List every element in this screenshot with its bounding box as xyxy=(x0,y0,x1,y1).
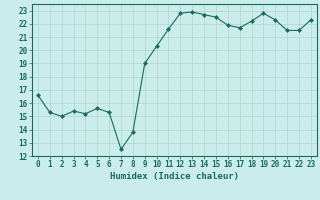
X-axis label: Humidex (Indice chaleur): Humidex (Indice chaleur) xyxy=(110,172,239,181)
